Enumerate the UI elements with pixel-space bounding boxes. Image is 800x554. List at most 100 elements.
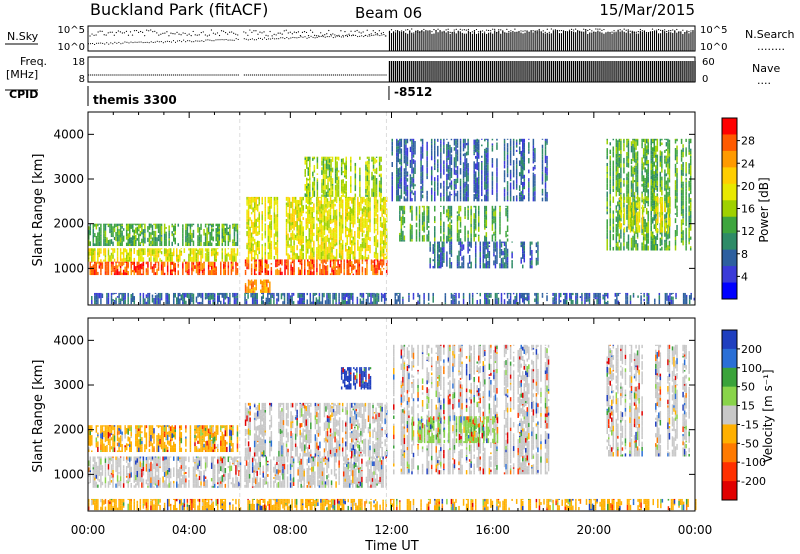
range-gate-cell (206, 227, 208, 234)
range-gate-cell (609, 198, 612, 201)
range-gate-cell (334, 259, 336, 262)
noise-legend-dots: ........ (757, 40, 785, 53)
range-gate-cell (313, 232, 315, 237)
range-gate-cell (459, 160, 462, 166)
range-gate-cell (307, 170, 310, 176)
range-gate-cell (372, 270, 374, 276)
search-noise-dot (113, 34, 115, 36)
range-gate-cell (307, 219, 309, 222)
range-gate-cell (127, 270, 129, 276)
range-gate-cell (397, 146, 400, 149)
range-gate-cell (216, 233, 219, 237)
range-gate-cell (350, 186, 352, 193)
range-gate-cell (336, 180, 338, 184)
range-gate-cell (100, 259, 102, 262)
range-gate-cell (325, 207, 327, 213)
range-gate-cell (609, 239, 612, 246)
range-gate-cell (506, 181, 509, 185)
range-gate-cell (484, 214, 486, 218)
range-gate-cell (465, 163, 468, 170)
range-gate-cell (411, 139, 413, 145)
range-gate-cell (308, 198, 311, 205)
range-gate-cell (446, 235, 448, 242)
range-gate-cell (317, 217, 320, 222)
range-gate-cell (325, 270, 327, 276)
range-gate-cell (449, 205, 451, 210)
range-gate-cell (264, 267, 267, 274)
range-gate-cell (232, 223, 234, 225)
search-noise-dot (97, 31, 99, 33)
range-gate-cell (269, 243, 271, 250)
range-gate-cell (615, 224, 618, 227)
search-noise-dot (362, 31, 364, 33)
range-gate-cell (467, 141, 469, 143)
range-gate-cell (329, 273, 332, 276)
range-gate-cell (325, 198, 327, 204)
range-gate-cell (252, 230, 254, 235)
range-gate-cell (532, 187, 535, 193)
range-gate-cell (128, 228, 131, 234)
range-gate-cell (476, 161, 478, 164)
range-gate-cell (194, 248, 196, 255)
range-gate-cell (474, 143, 477, 149)
range-gate-cell (450, 147, 453, 149)
range-gate-cell (612, 223, 615, 227)
range-gate-cell (612, 226, 615, 230)
search-noise-dot (613, 30, 615, 32)
range-gate-cell (357, 229, 359, 232)
search-noise-dot (172, 33, 174, 35)
range-gate-cell (186, 231, 189, 238)
range-gate-cell (139, 263, 142, 269)
range-gate-cell (104, 272, 107, 274)
range-gate-cell (635, 206, 637, 212)
range-gate-cell (150, 256, 152, 262)
range-gate-cell (322, 173, 325, 180)
range-gate-cell (376, 203, 379, 208)
range-gate-cell (515, 139, 518, 142)
range-gate-cell (221, 234, 224, 239)
search-noise-dot (259, 31, 261, 33)
range-gate-cell (132, 270, 134, 273)
range-gate-cell (112, 261, 114, 265)
range-gate-cell (606, 148, 608, 154)
range-gate-cell (138, 224, 140, 230)
range-gate-cell (443, 209, 445, 215)
range-gate-cell (612, 176, 615, 179)
range-gate-cell (615, 175, 618, 181)
range-gate-cell (288, 227, 291, 233)
range-gate-cell (485, 256, 488, 260)
range-gate-cell (522, 190, 524, 194)
range-gate-cell (630, 207, 633, 214)
range-gate-cell (491, 219, 494, 225)
range-gate-cell (91, 266, 93, 273)
range-gate-cell (462, 153, 465, 157)
range-gate-cell (354, 267, 356, 270)
range-gate-cell (505, 207, 507, 211)
range-gate-cell (612, 188, 615, 192)
range-gate-cell (438, 254, 441, 260)
range-gate-cell (299, 243, 301, 246)
range-gate-cell (523, 241, 526, 243)
range-gate-cell (198, 240, 201, 247)
search-noise-dot (251, 31, 253, 33)
range-gate-cell (450, 184, 453, 190)
range-gate-cell (118, 223, 120, 225)
range-gate-cell (421, 235, 424, 240)
range-gate-cell (334, 271, 336, 276)
range-gate-cell (467, 246, 469, 254)
range-gate-cell (357, 202, 359, 206)
range-gate-cell (302, 226, 304, 232)
range-gate-cell (379, 233, 382, 238)
range-gate-cell (418, 214, 421, 219)
range-gate-cell (449, 257, 451, 260)
range-gate-cell (156, 257, 158, 262)
search-noise-dot (692, 32, 694, 34)
range-gate-cell (397, 157, 400, 163)
range-gate-cell (133, 223, 136, 225)
range-gate-cell (165, 233, 167, 239)
range-gate-cell (528, 192, 530, 197)
range-gate-cell (331, 167, 334, 173)
range-gate-cell (477, 194, 480, 198)
range-gate-cell (236, 223, 239, 225)
range-gate-cell (316, 250, 318, 254)
